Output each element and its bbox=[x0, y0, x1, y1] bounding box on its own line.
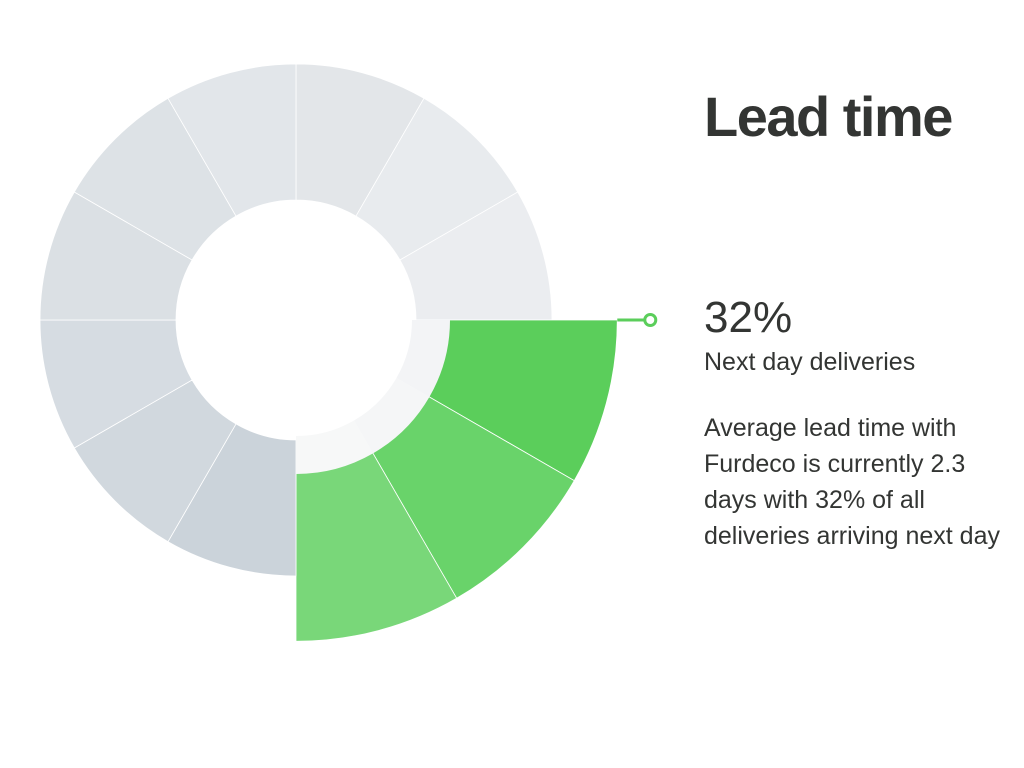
description-text: Average lead time with Furdeco is curren… bbox=[704, 414, 1000, 550]
stat-value: 32% bbox=[704, 293, 793, 342]
stat-label: Next day deliveries bbox=[704, 348, 916, 376]
chart-inner-segment-1 bbox=[396, 320, 450, 397]
page-title: Lead time bbox=[704, 85, 953, 148]
chart-inner-segment-2 bbox=[354, 378, 430, 454]
chart-segment-12 bbox=[167, 63, 297, 217]
callout-dot-icon bbox=[643, 313, 658, 327]
callout-marker bbox=[617, 313, 658, 327]
chart-inner-segments bbox=[296, 320, 450, 474]
chart-segments bbox=[39, 63, 618, 642]
lead-time-radial-chart bbox=[39, 63, 658, 642]
chart-inner-segment-3 bbox=[296, 420, 373, 474]
